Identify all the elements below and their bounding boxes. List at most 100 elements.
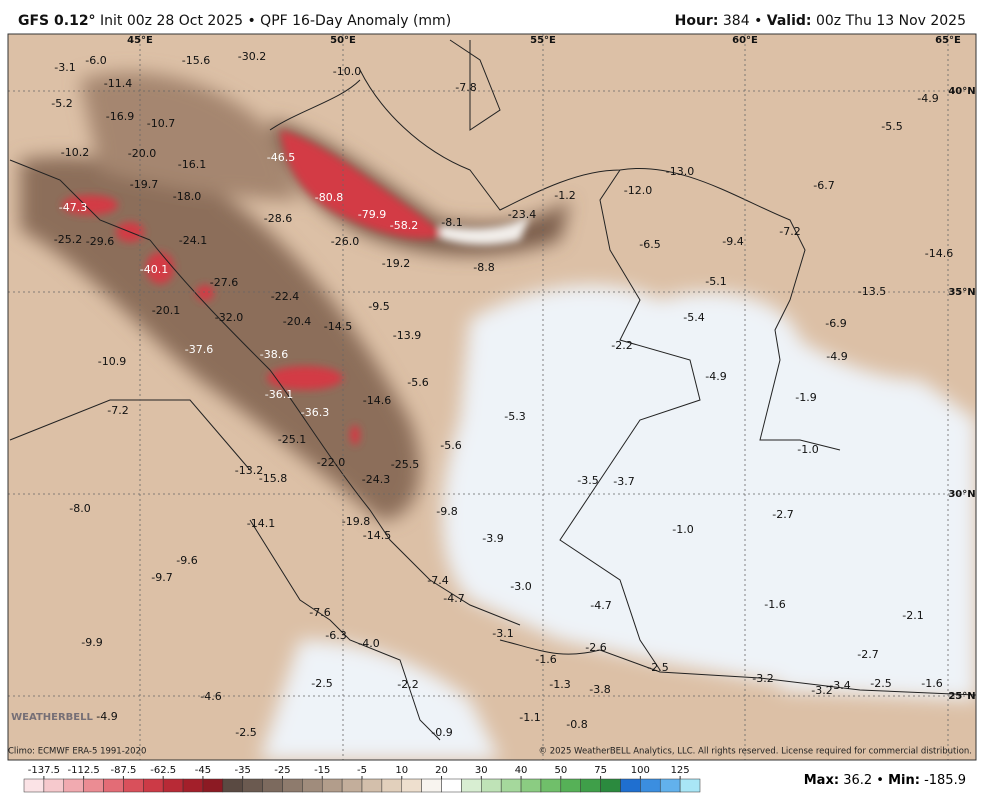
copyright: © 2025 WeatherBELL Analytics, LLC. All r… xyxy=(539,747,972,757)
shading xyxy=(20,72,976,760)
colorbar-cell xyxy=(321,778,343,793)
map: 45°E 50°E 55°E 60°E 65°E 40°N 35°N 30°N 25°N -3.1… xyxy=(8,34,976,760)
value-label: -2.1 xyxy=(902,609,923,622)
colorbar-label: 40 xyxy=(515,765,528,776)
value-label: -6.5 xyxy=(639,238,660,251)
coast xyxy=(249,519,441,741)
min-key: Min: xyxy=(888,773,920,788)
value-label: -22.4 xyxy=(271,290,299,303)
value-label: -79.9 xyxy=(358,208,386,221)
value-label: -9.4 xyxy=(722,235,743,248)
value-label: -22.0 xyxy=(317,456,345,469)
lat-label: 30°N xyxy=(948,489,975,500)
value-label: -20.4 xyxy=(283,315,311,328)
colorbar-label: 30 xyxy=(475,765,488,776)
value-label: -80.8 xyxy=(315,191,343,204)
value-label: -2.2 xyxy=(397,678,418,691)
value-label: -1.6 xyxy=(921,677,942,690)
red-blob xyxy=(280,130,445,239)
coast xyxy=(449,39,501,131)
value-label: -4.9 xyxy=(917,92,938,105)
value-label: -15.8 xyxy=(259,472,287,485)
colorbar-label: -137.5 xyxy=(28,765,60,776)
colorbar-cell xyxy=(560,778,581,793)
value-label: -29.6 xyxy=(86,235,114,248)
lat-label: 25°N xyxy=(948,691,975,702)
value-label: -0.8 xyxy=(566,718,587,731)
value-label: -4.9 xyxy=(705,370,726,383)
value-label: -8.8 xyxy=(473,261,494,274)
value-label: -12.0 xyxy=(624,184,652,197)
wet-band xyxy=(270,120,570,255)
colorbar-cell xyxy=(381,778,403,793)
colorbar-cell xyxy=(43,778,65,793)
value-label: -3.8 xyxy=(589,683,610,696)
value-label: -16.9 xyxy=(106,110,134,123)
dry-area xyxy=(760,420,976,700)
red-blob xyxy=(62,195,118,215)
colorbar-cell xyxy=(421,778,442,793)
value-label: -3.1 xyxy=(492,627,513,640)
colorbar-cell xyxy=(620,778,641,793)
colorbar-label: -87.5 xyxy=(110,765,136,776)
colorbar-cell xyxy=(182,778,204,793)
value-label: -14.6 xyxy=(925,247,953,260)
value-label: -5.4 xyxy=(683,311,704,324)
value-label: -13.9 xyxy=(393,329,421,342)
wet-band xyxy=(80,72,300,200)
hour-key: Hour: xyxy=(675,13,719,29)
colorbar-cell xyxy=(679,778,701,793)
value-label: -3.5 xyxy=(577,474,598,487)
max-key: Max: xyxy=(804,773,839,788)
logo: WEATHERBELL xyxy=(11,712,93,723)
value-label: -3.2 xyxy=(811,684,832,697)
hour-value: 384 • xyxy=(723,13,762,29)
value-label: -3.2 xyxy=(752,672,773,685)
colorbar-cell xyxy=(262,778,283,793)
value-label: -9.6 xyxy=(176,554,197,567)
value-label: -1.0 xyxy=(797,443,818,456)
border xyxy=(269,69,841,451)
colorbar-label: 20 xyxy=(435,765,448,776)
value-label: -20.1 xyxy=(152,304,180,317)
title-rest: Init 00z 28 Oct 2025 • QPF 16-Day Anomal… xyxy=(100,13,451,29)
value-label: -1.9 xyxy=(795,391,816,404)
value-label: -18.0 xyxy=(173,190,201,203)
value-label: -25.1 xyxy=(278,433,306,446)
value-label: -5.5 xyxy=(881,120,902,133)
value-label: -4.0 xyxy=(358,637,379,650)
value-label: -6.0 xyxy=(85,54,106,67)
value-label: -25.5 xyxy=(391,458,419,471)
value-label: -46.5 xyxy=(267,151,295,164)
value-label: -13.2 xyxy=(235,464,263,477)
colorbar-cell xyxy=(162,778,184,793)
map-frame xyxy=(7,33,977,761)
value-label: -7.8 xyxy=(455,81,476,94)
value-label: -30.2 xyxy=(238,50,266,63)
value-label: -28.6 xyxy=(264,212,292,225)
value-label: -16.1 xyxy=(178,158,206,171)
value-label: -10.2 xyxy=(61,146,89,159)
value-label: -3.7 xyxy=(613,475,634,488)
valid-key: Valid: xyxy=(767,13,812,29)
borders xyxy=(9,39,976,741)
colorbar-cell xyxy=(282,778,303,793)
value-label: -9.7 xyxy=(151,571,172,584)
value-label: -1.3 xyxy=(549,678,570,691)
value-label: -2.5 xyxy=(311,677,332,690)
colorbar-label: 125 xyxy=(671,765,690,776)
value-label: -11.4 xyxy=(104,77,132,90)
value-label: -40.1 xyxy=(140,263,168,276)
border xyxy=(9,159,251,471)
valid-value: 00z Thu 13 Nov 2025 xyxy=(816,13,966,29)
value-label: -37.6 xyxy=(185,343,213,356)
colorbar-label: 10 xyxy=(395,765,408,776)
border xyxy=(149,239,521,626)
value-label: -3.9 xyxy=(482,532,503,545)
map-labels: 45°E 50°E 55°E 60°E 65°E 40°N 35°N 30°N 25°N -3.1… xyxy=(51,35,975,739)
value-label: -19.2 xyxy=(382,257,410,270)
colorbar-cell xyxy=(640,778,661,793)
value-label: -14.5 xyxy=(324,320,352,333)
colorbar-label: -25 xyxy=(274,765,290,776)
